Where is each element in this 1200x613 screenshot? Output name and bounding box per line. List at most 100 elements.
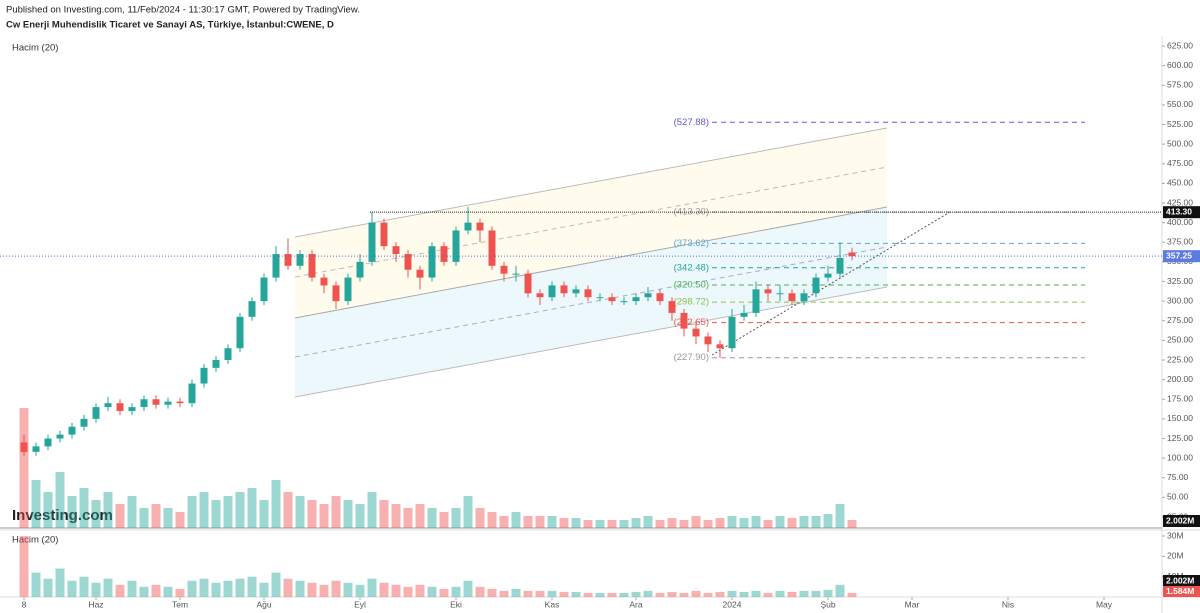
channel-midline [294, 246, 888, 358]
volume-bar [523, 516, 533, 528]
volume-bar [211, 500, 221, 528]
y-tick-label: 300.00 [1167, 295, 1193, 305]
volume-bar [559, 518, 569, 528]
price-badge-label: 357.25 [1166, 250, 1192, 260]
volume-bar [259, 500, 269, 528]
volume-bar [583, 520, 593, 528]
volume-bar [691, 516, 701, 528]
volume-badge-label: 2.002M [1166, 515, 1194, 525]
volume-bar [43, 578, 53, 597]
candle-body [128, 407, 136, 412]
volume-bar [295, 496, 305, 528]
price-badge [1163, 250, 1200, 263]
candle-body [164, 401, 172, 405]
volume-bar [223, 496, 233, 528]
x-tick-label: Şub [820, 599, 835, 609]
volume-bar [583, 592, 593, 597]
volume-legend: Hacim (20) [12, 43, 58, 54]
candle-body [536, 293, 544, 298]
x-tick-label: Ağu [256, 599, 271, 609]
volume-bar [631, 518, 641, 528]
volume-bar [715, 591, 725, 597]
y-tick-label: 200.00 [1167, 374, 1193, 384]
volume-bar [151, 504, 161, 528]
x-tick-label: Tem [172, 599, 188, 609]
x-tick-label: Eki [450, 599, 462, 609]
candle-body [344, 277, 352, 302]
volume-bar [835, 504, 845, 528]
volume-bar [295, 580, 305, 597]
y-tick-label: 225.00 [1167, 354, 1193, 364]
volume-bar [763, 520, 773, 528]
candle-body [176, 401, 184, 404]
candle-body [836, 257, 844, 274]
candle-body [728, 316, 736, 349]
volume-bar [259, 582, 269, 597]
y-tick-label: 550.00 [1167, 99, 1193, 109]
volume-bar [799, 590, 809, 597]
candle-body [296, 254, 304, 266]
candle-body [224, 348, 232, 360]
candle-body [848, 252, 856, 257]
volume-bar [379, 500, 389, 528]
volume-bar [403, 586, 413, 597]
volume-bar [703, 592, 713, 597]
volume-bar [391, 504, 401, 528]
candle-body [524, 273, 532, 294]
volume-bar [43, 492, 53, 528]
volume-bar [619, 520, 629, 528]
candle-body [272, 254, 280, 278]
volume-bar [667, 518, 677, 528]
y-tick-label: 475.00 [1167, 158, 1193, 168]
channel-line [294, 206, 888, 319]
volume-bar [67, 496, 77, 528]
volume-bar [643, 516, 653, 528]
volume-bar [115, 504, 125, 528]
candle-body [788, 293, 796, 302]
volume-bar [439, 512, 449, 528]
volume-bar [379, 582, 389, 597]
y-tick-label: 375.00 [1167, 237, 1193, 247]
volume-bar [103, 578, 113, 597]
volume-bar [31, 480, 41, 528]
x-tick-label: Mar [905, 599, 920, 609]
volume-bar [247, 488, 257, 528]
y-tick-label: 100.00 [1167, 452, 1193, 462]
volume-bar [31, 572, 41, 597]
x-tick-label: Haz [88, 599, 103, 609]
candle-body [80, 418, 88, 427]
volume-bar [163, 586, 173, 597]
volume-bar [667, 591, 677, 597]
y-tick-label: 400.00 [1167, 217, 1193, 227]
volume-bar [403, 508, 413, 528]
volume-bar [535, 516, 545, 528]
candle-body [608, 297, 616, 302]
volume-bar [79, 576, 89, 597]
y-tick-label: 175.00 [1167, 394, 1193, 404]
volume-bar [751, 590, 761, 597]
y-tick-label: 450.00 [1167, 178, 1193, 188]
volume-bar [463, 496, 473, 528]
candle-body [308, 254, 316, 278]
volume-bar [427, 508, 437, 528]
y-tick-label: 50.00 [1167, 492, 1189, 502]
volume-bar [127, 580, 137, 597]
y-tick-label: 75.00 [1167, 472, 1189, 482]
volume-bar [199, 578, 209, 597]
y-tick-label: 325.00 [1167, 276, 1193, 286]
volume-bar [775, 590, 785, 597]
volume-bar [91, 582, 101, 597]
volume-bar [523, 590, 533, 597]
candle-body [500, 265, 508, 274]
candle-body [812, 277, 820, 294]
candle-body [668, 301, 676, 313]
candle-body [752, 289, 760, 313]
candle-body [212, 360, 220, 368]
x-tick-label: Kas [545, 599, 560, 609]
volume-bar [655, 592, 665, 597]
volume-bar [715, 518, 725, 528]
volume-bar [91, 500, 101, 528]
volume-bar [595, 592, 605, 597]
volume-bar [607, 592, 617, 597]
